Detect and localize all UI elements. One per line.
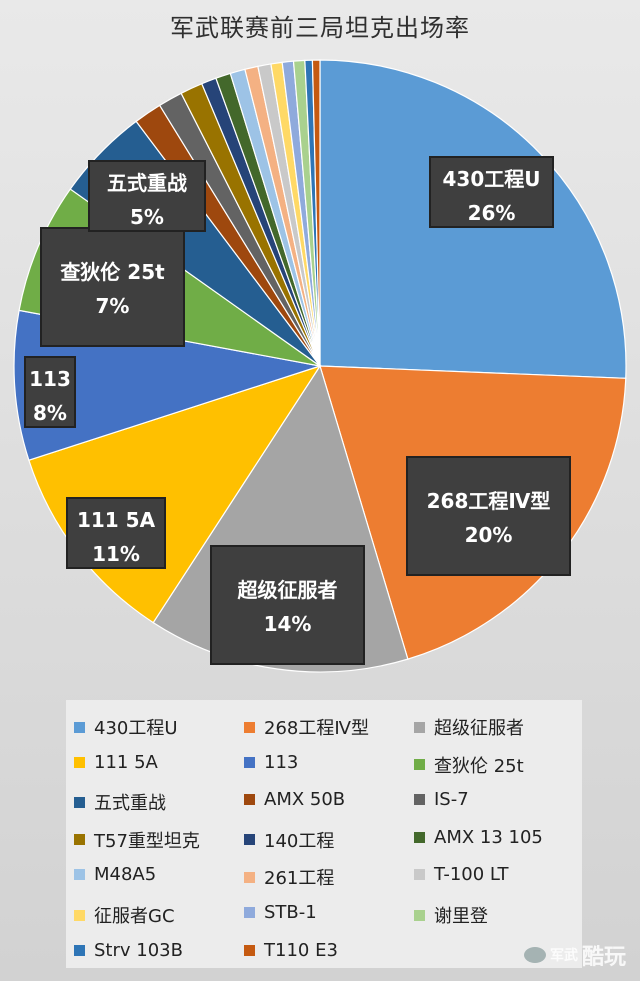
legend-swatch xyxy=(74,944,85,956)
watermark-big: 酷玩 xyxy=(581,945,626,970)
data-label-percent: 7% xyxy=(95,294,130,318)
legend-swatch xyxy=(74,721,85,733)
data-label-percent: 5% xyxy=(130,205,164,229)
legend-item: AMX 50B xyxy=(244,789,345,810)
legend-swatch xyxy=(414,721,425,733)
legend-item: Strv 103B xyxy=(74,940,183,961)
legend-swatch xyxy=(244,907,255,918)
data-label: 268工程Ⅳ型 20% xyxy=(406,456,571,576)
legend-label: T110 E3 xyxy=(264,939,338,961)
legend-swatch xyxy=(74,869,85,881)
legend-item: 超级征服者 xyxy=(414,714,524,740)
legend-item: 261工程 xyxy=(244,864,334,890)
data-label: 五式重战 5% xyxy=(88,160,206,232)
legend-label: 430工程U xyxy=(94,718,178,739)
legend-swatch xyxy=(414,909,425,921)
data-label-name: 超级征服者 xyxy=(237,578,338,602)
data-label-percent: 26% xyxy=(467,201,516,225)
legend-label: 超级征服者 xyxy=(434,718,524,739)
legend-label: 113 xyxy=(264,751,299,773)
data-label-percent: 11% xyxy=(92,542,140,566)
legend-label: 268工程Ⅳ型 xyxy=(264,718,369,739)
data-label-name: 268工程Ⅳ型 xyxy=(426,489,551,513)
legend-item: 111 5A xyxy=(74,752,158,773)
legend-item: 谢里登 xyxy=(414,902,488,928)
legend-swatch xyxy=(74,909,85,921)
legend-item: 268工程Ⅳ型 xyxy=(244,714,369,740)
legend-swatch xyxy=(414,831,425,843)
legend-swatch xyxy=(244,721,255,733)
legend-label: STB-1 xyxy=(264,902,317,923)
legend-label: 征服者GC xyxy=(94,906,175,927)
legend-item: 征服者GC xyxy=(74,902,175,928)
data-label-percent: 14% xyxy=(263,612,312,636)
data-label-name: 111 5A xyxy=(76,508,156,532)
legend-swatch xyxy=(414,759,425,771)
data-label-percent: 8% xyxy=(33,401,67,425)
legend-item: IS-7 xyxy=(414,789,469,810)
legend-label: 261工程 xyxy=(264,868,335,890)
legend-item: STB-1 xyxy=(244,902,317,923)
data-label-percent: 20% xyxy=(464,523,513,547)
data-label-name: 430工程U xyxy=(442,167,541,191)
chart-title: 军武联赛前三局坦克出场率 xyxy=(170,14,470,42)
legend-swatch xyxy=(244,794,255,806)
data-label-name: 五式重战 xyxy=(107,171,187,195)
legend-swatch xyxy=(74,756,85,768)
legend-swatch xyxy=(244,834,255,846)
legend-item: 140工程 xyxy=(244,827,334,853)
legend-item: T110 E3 xyxy=(244,940,338,961)
legend-swatch xyxy=(414,794,425,806)
wechat-icon xyxy=(523,947,546,963)
legend-label: 五式重战 xyxy=(94,793,166,815)
legend-swatch xyxy=(244,871,255,883)
watermark-small: 军武 xyxy=(549,948,578,964)
legend-item: 查狄伦 25t xyxy=(414,752,524,778)
legend-swatch xyxy=(74,834,85,846)
data-label: 113 8% xyxy=(24,356,76,428)
legend-label: 140工程 xyxy=(264,830,335,852)
legend-item: M48A5 xyxy=(74,864,156,885)
data-label: 430工程U 26% xyxy=(429,156,554,228)
legend-label: 查狄伦 25t xyxy=(434,755,524,777)
legend-swatch xyxy=(74,796,85,808)
legend-swatch xyxy=(414,869,425,881)
legend-item: 113 xyxy=(244,752,298,773)
watermark: 军武 酷玩 xyxy=(523,939,626,971)
legend-item: T57重型坦克 xyxy=(74,827,200,853)
legend-label: 111 5A xyxy=(94,751,158,773)
legend-label: IS-7 xyxy=(434,789,469,811)
legend-swatch xyxy=(244,756,255,768)
data-label: 超级征服者 14% xyxy=(210,545,365,665)
legend-item: 430工程U xyxy=(74,714,178,740)
legend-label: Strv 103B xyxy=(94,939,183,961)
legend: 430工程U 268工程Ⅳ型 超级征服者 111 5A 113 查狄伦 25t 五式重战 AM… xyxy=(66,700,582,968)
legend-item: T-100 LT xyxy=(414,864,508,885)
legend-label: 谢里登 xyxy=(434,906,488,927)
legend-label: AMX 50B xyxy=(264,789,346,811)
data-label: 111 5A 11% xyxy=(66,497,166,569)
legend-label: AMX 13 105 xyxy=(434,826,543,848)
legend-label: T-100 LT xyxy=(434,864,509,886)
legend-item: 五式重战 xyxy=(74,789,166,815)
pie-slice xyxy=(311,59,321,367)
legend-item: AMX 13 105 xyxy=(414,827,543,848)
data-label-name: 113 xyxy=(29,367,71,391)
legend-label: M48A5 xyxy=(94,864,157,886)
pie-slice xyxy=(13,309,321,461)
data-label-name: 查狄伦 25t xyxy=(60,260,165,284)
data-label: 查狄伦 25t 7% xyxy=(40,227,185,347)
legend-label: T57重型坦克 xyxy=(94,830,200,852)
legend-swatch xyxy=(244,944,255,956)
